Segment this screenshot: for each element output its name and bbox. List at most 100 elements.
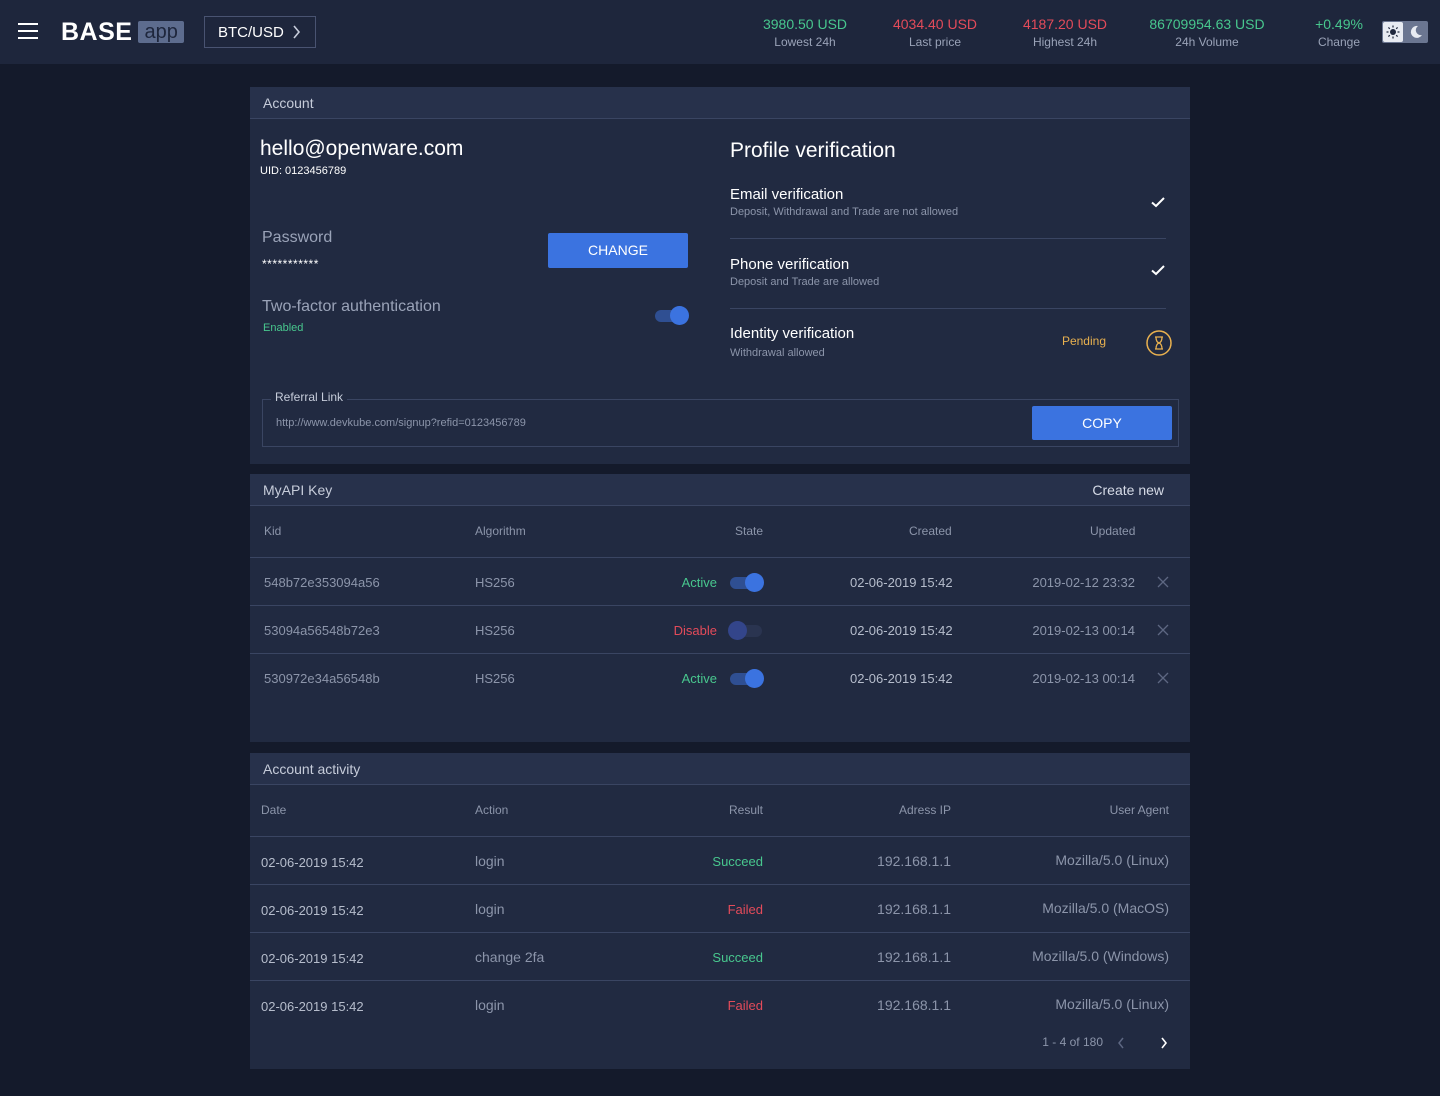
chevron-right-icon [293, 25, 301, 39]
table-row: 548b72e353094a56 HS256 Active 02-06-2019… [250, 558, 1190, 606]
agent-cell: Mozilla/5.0 (Linux) [1055, 852, 1169, 868]
verification-name: Email verification [730, 186, 844, 203]
market-selector[interactable]: BTC/USD [204, 16, 316, 48]
stat-highest: 4187.20 USD Highest 24h [1008, 16, 1122, 50]
check-icon [1151, 265, 1165, 276]
col-date: Date [261, 803, 287, 817]
theme-toggle[interactable] [1382, 21, 1428, 43]
date-cell: 02-06-2019 15:42 [261, 903, 364, 918]
algorithm-cell: HS256 [475, 623, 515, 638]
result-cell: Succeed [712, 950, 763, 965]
close-icon[interactable] [1157, 672, 1169, 684]
account-card: Account hello@openware.com UID: 01234567… [250, 87, 1190, 464]
twofa-label: Two-factor authentication [262, 298, 441, 315]
action-cell: login [475, 901, 505, 917]
verification-desc: Deposit and Trade are allowed [730, 276, 880, 288]
key-toggle[interactable] [728, 571, 764, 593]
created-cell: 02-06-2019 15:42 [850, 623, 953, 638]
card-title: Account activity [263, 761, 361, 777]
key-toggle[interactable] [728, 619, 764, 641]
state-cell: Active [681, 575, 717, 590]
result-cell: Failed [727, 998, 763, 1013]
api-key-card: MyAPI Key Create new Kid Algorithm State… [250, 474, 1190, 742]
algorithm-cell: HS256 [475, 671, 515, 686]
menu-icon[interactable] [18, 23, 38, 39]
agent-cell: Mozilla/5.0 (Linux) [1055, 996, 1169, 1012]
stat-label: Highest 24h [1032, 35, 1098, 49]
api-table-header: Kid Algorithm State Created Updated [250, 506, 1190, 558]
state-cell: Disable [673, 623, 717, 638]
twofa-status: Enabled [263, 322, 304, 334]
create-new-link[interactable]: Create new [1092, 482, 1164, 498]
close-icon[interactable] [1157, 624, 1169, 636]
table-row: 02-06-2019 15:42 login Failed 192.168.1.… [250, 981, 1190, 1029]
stat-change: +0.49% Change [1304, 16, 1374, 50]
stat-volume: 86709954.63 USD 24h Volume [1140, 16, 1274, 50]
password-label: Password [262, 229, 333, 246]
pagination-info: 1 - 4 of 180 [1042, 1035, 1103, 1049]
verification-desc: Deposit, Withdrawal and Trade are not al… [730, 206, 959, 218]
ip-cell: 192.168.1.1 [877, 949, 951, 965]
stat-value: 3980.50 USD [762, 16, 848, 32]
ip-cell: 192.168.1.1 [877, 997, 951, 1013]
activity-card-title: Account activity [250, 753, 1190, 785]
identity-verification: Identity verification Withdrawal allowed… [730, 325, 1172, 395]
result-cell: Succeed [712, 854, 763, 869]
stat-last-price: 4034.40 USD Last price [878, 16, 992, 50]
date-cell: 02-06-2019 15:42 [261, 951, 364, 966]
copy-referral-button[interactable]: COPY [1032, 406, 1172, 440]
col-created: Created [909, 524, 952, 538]
algorithm-cell: HS256 [475, 575, 515, 590]
result-cell: Failed [727, 902, 763, 917]
col-user-agent: User Agent [1109, 803, 1169, 817]
profile-verification-title: Profile verification [730, 139, 896, 162]
stat-label: 24h Volume [1175, 35, 1239, 49]
account-uid: UID: 0123456789 [260, 165, 347, 177]
account-email: hello@openware.com [260, 137, 464, 160]
logo-text: BASE [61, 17, 133, 46]
logo[interactable]: BASE app [61, 17, 184, 47]
hourglass-icon [1146, 330, 1172, 356]
referral-link[interactable]: http://www.devkube.com/signup?refid=0123… [276, 417, 526, 429]
col-state: State [735, 524, 764, 538]
updated-cell: 2019-02-13 00:14 [1032, 671, 1135, 686]
stat-value: +0.49% [1315, 16, 1363, 32]
change-password-button[interactable]: CHANGE [548, 233, 688, 268]
kid-cell: 548b72e353094a56 [264, 575, 380, 590]
card-title: MyAPI Key [263, 482, 333, 498]
moon-icon [1410, 25, 1422, 38]
stat-lowest: 3980.50 USD Lowest 24h [748, 16, 862, 50]
action-cell: change 2fa [475, 949, 545, 965]
kid-cell: 53094a56548b72e3 [264, 623, 380, 638]
close-icon[interactable] [1157, 576, 1169, 588]
account-card-title: Account [250, 87, 1190, 119]
stat-value: 4187.20 USD [1022, 16, 1108, 32]
updated-cell: 2019-02-12 23:32 [1032, 575, 1135, 590]
ip-cell: 192.168.1.1 [877, 901, 951, 917]
stat-value: 4034.40 USD [892, 16, 978, 32]
activity-table-header: Date Action Result Adress IP User Agent [250, 785, 1190, 837]
col-updated: Updated [1090, 524, 1136, 538]
chevron-right-icon[interactable] [1159, 1036, 1169, 1050]
account-activity-card: Account activity Date Action Result Adre… [250, 753, 1190, 1069]
sun-icon [1383, 22, 1403, 42]
key-toggle[interactable] [728, 667, 764, 689]
email-verification: Email verification Deposit, Withdrawal a… [730, 186, 1166, 256]
chevron-left-icon[interactable] [1116, 1036, 1126, 1050]
twofa-toggle[interactable] [653, 304, 689, 326]
col-action: Action [475, 803, 509, 817]
col-ip: Adress IP [898, 803, 951, 817]
verification-desc: Withdrawal allowed [730, 347, 825, 359]
date-cell: 02-06-2019 15:42 [261, 855, 364, 870]
created-cell: 02-06-2019 15:42 [850, 575, 953, 590]
market-label: BTC/USD [218, 23, 284, 41]
stat-label: Last price [908, 35, 962, 49]
table-row: 530972e34a56548b HS256 Active 02-06-2019… [250, 654, 1190, 702]
col-algorithm: Algorithm [475, 524, 526, 538]
updated-cell: 2019-02-13 00:14 [1032, 623, 1135, 638]
kid-cell: 530972e34a56548b [264, 671, 380, 686]
stat-label: Change [1317, 35, 1361, 49]
ip-cell: 192.168.1.1 [877, 853, 951, 869]
referral-box [262, 399, 1179, 447]
col-kid: Kid [264, 524, 282, 538]
